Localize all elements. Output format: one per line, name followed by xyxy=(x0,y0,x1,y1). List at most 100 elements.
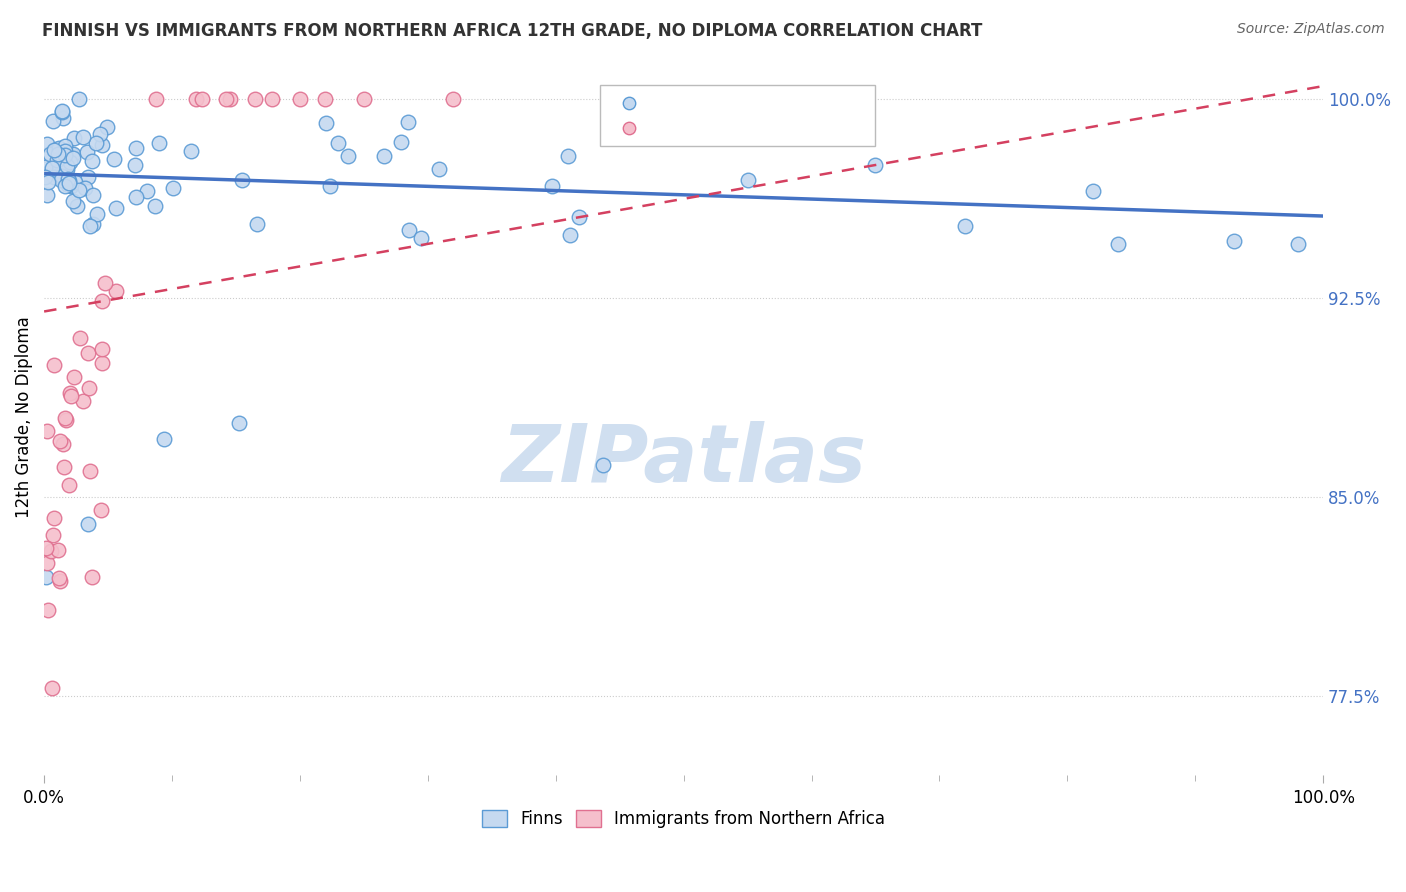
Point xyxy=(84,136,107,150)
Point xyxy=(80,153,103,168)
Point xyxy=(51,103,73,118)
Point xyxy=(56,161,79,176)
Point xyxy=(39,544,62,558)
Point xyxy=(67,183,90,197)
Point xyxy=(103,152,125,166)
Point xyxy=(398,222,420,236)
Point xyxy=(540,179,562,194)
Point xyxy=(63,175,86,189)
Point xyxy=(49,434,72,449)
Point xyxy=(46,147,69,161)
Bar xyxy=(600,85,876,145)
Point xyxy=(48,141,70,155)
Point xyxy=(90,356,112,370)
Point xyxy=(53,179,76,194)
Text: ZIPatlas: ZIPatlas xyxy=(501,422,866,500)
Point xyxy=(44,143,66,157)
Point xyxy=(396,114,419,128)
Point xyxy=(162,181,184,195)
Point xyxy=(62,151,84,165)
Point xyxy=(1108,237,1130,252)
Point xyxy=(315,92,337,106)
Point xyxy=(125,141,148,155)
Point xyxy=(93,277,115,291)
Point xyxy=(42,113,65,128)
Point xyxy=(865,158,887,172)
Point xyxy=(79,219,101,233)
Point xyxy=(557,149,579,163)
Point xyxy=(215,92,238,106)
Point xyxy=(62,370,84,384)
Text: R = -0.047  N = 95: R = -0.047 N = 95 xyxy=(654,95,820,110)
Point xyxy=(560,228,582,243)
Point xyxy=(58,174,80,188)
Point xyxy=(104,284,127,298)
Point xyxy=(617,252,640,266)
Point xyxy=(82,569,104,583)
Point xyxy=(35,557,58,571)
Point xyxy=(62,147,84,161)
Point xyxy=(228,416,250,430)
Point xyxy=(51,169,73,183)
Point xyxy=(42,160,65,174)
Point xyxy=(56,159,79,173)
Point xyxy=(35,424,58,438)
Point xyxy=(53,144,76,158)
Point xyxy=(737,172,759,186)
Point xyxy=(51,104,73,119)
Point xyxy=(91,137,114,152)
Point xyxy=(35,569,58,583)
Legend: Finns, Immigrants from Northern Africa: Finns, Immigrants from Northern Africa xyxy=(475,804,891,835)
Point xyxy=(34,170,56,185)
Point xyxy=(145,199,167,213)
Point xyxy=(49,173,72,187)
Point xyxy=(246,217,269,231)
Point xyxy=(62,194,84,208)
Point xyxy=(72,129,94,144)
Point xyxy=(44,169,66,184)
Point xyxy=(191,92,214,106)
Point xyxy=(568,211,591,225)
Point xyxy=(38,147,60,161)
Point xyxy=(58,176,80,190)
Point xyxy=(409,231,432,245)
Point xyxy=(124,158,146,172)
Point xyxy=(51,437,73,451)
Point xyxy=(44,510,66,524)
Point xyxy=(427,161,450,176)
Point xyxy=(45,153,67,168)
Point xyxy=(72,393,94,408)
Point xyxy=(231,173,253,187)
Point xyxy=(389,135,412,149)
Point xyxy=(77,516,100,531)
Point xyxy=(245,92,267,106)
Point xyxy=(56,172,79,186)
Point xyxy=(37,175,59,189)
Point xyxy=(86,207,108,221)
Point xyxy=(59,146,82,161)
Point xyxy=(441,92,464,106)
Point xyxy=(41,681,63,695)
Point xyxy=(51,111,73,125)
Point xyxy=(260,92,283,106)
Point xyxy=(76,145,98,159)
Point xyxy=(592,458,614,473)
Point xyxy=(953,219,976,233)
Point xyxy=(66,199,89,213)
Y-axis label: 12th Grade, No Diploma: 12th Grade, No Diploma xyxy=(15,317,32,518)
Point xyxy=(34,541,56,555)
Point xyxy=(49,574,72,589)
Point xyxy=(53,139,76,153)
Point xyxy=(105,201,128,215)
Point xyxy=(35,137,58,152)
Point xyxy=(288,92,311,106)
Point xyxy=(67,92,90,106)
Point xyxy=(55,166,77,180)
Point xyxy=(76,345,98,359)
Point xyxy=(53,460,76,475)
Point xyxy=(1222,234,1244,248)
Point xyxy=(89,128,111,142)
Point xyxy=(58,178,80,192)
Point xyxy=(219,92,242,106)
Point xyxy=(42,528,65,542)
